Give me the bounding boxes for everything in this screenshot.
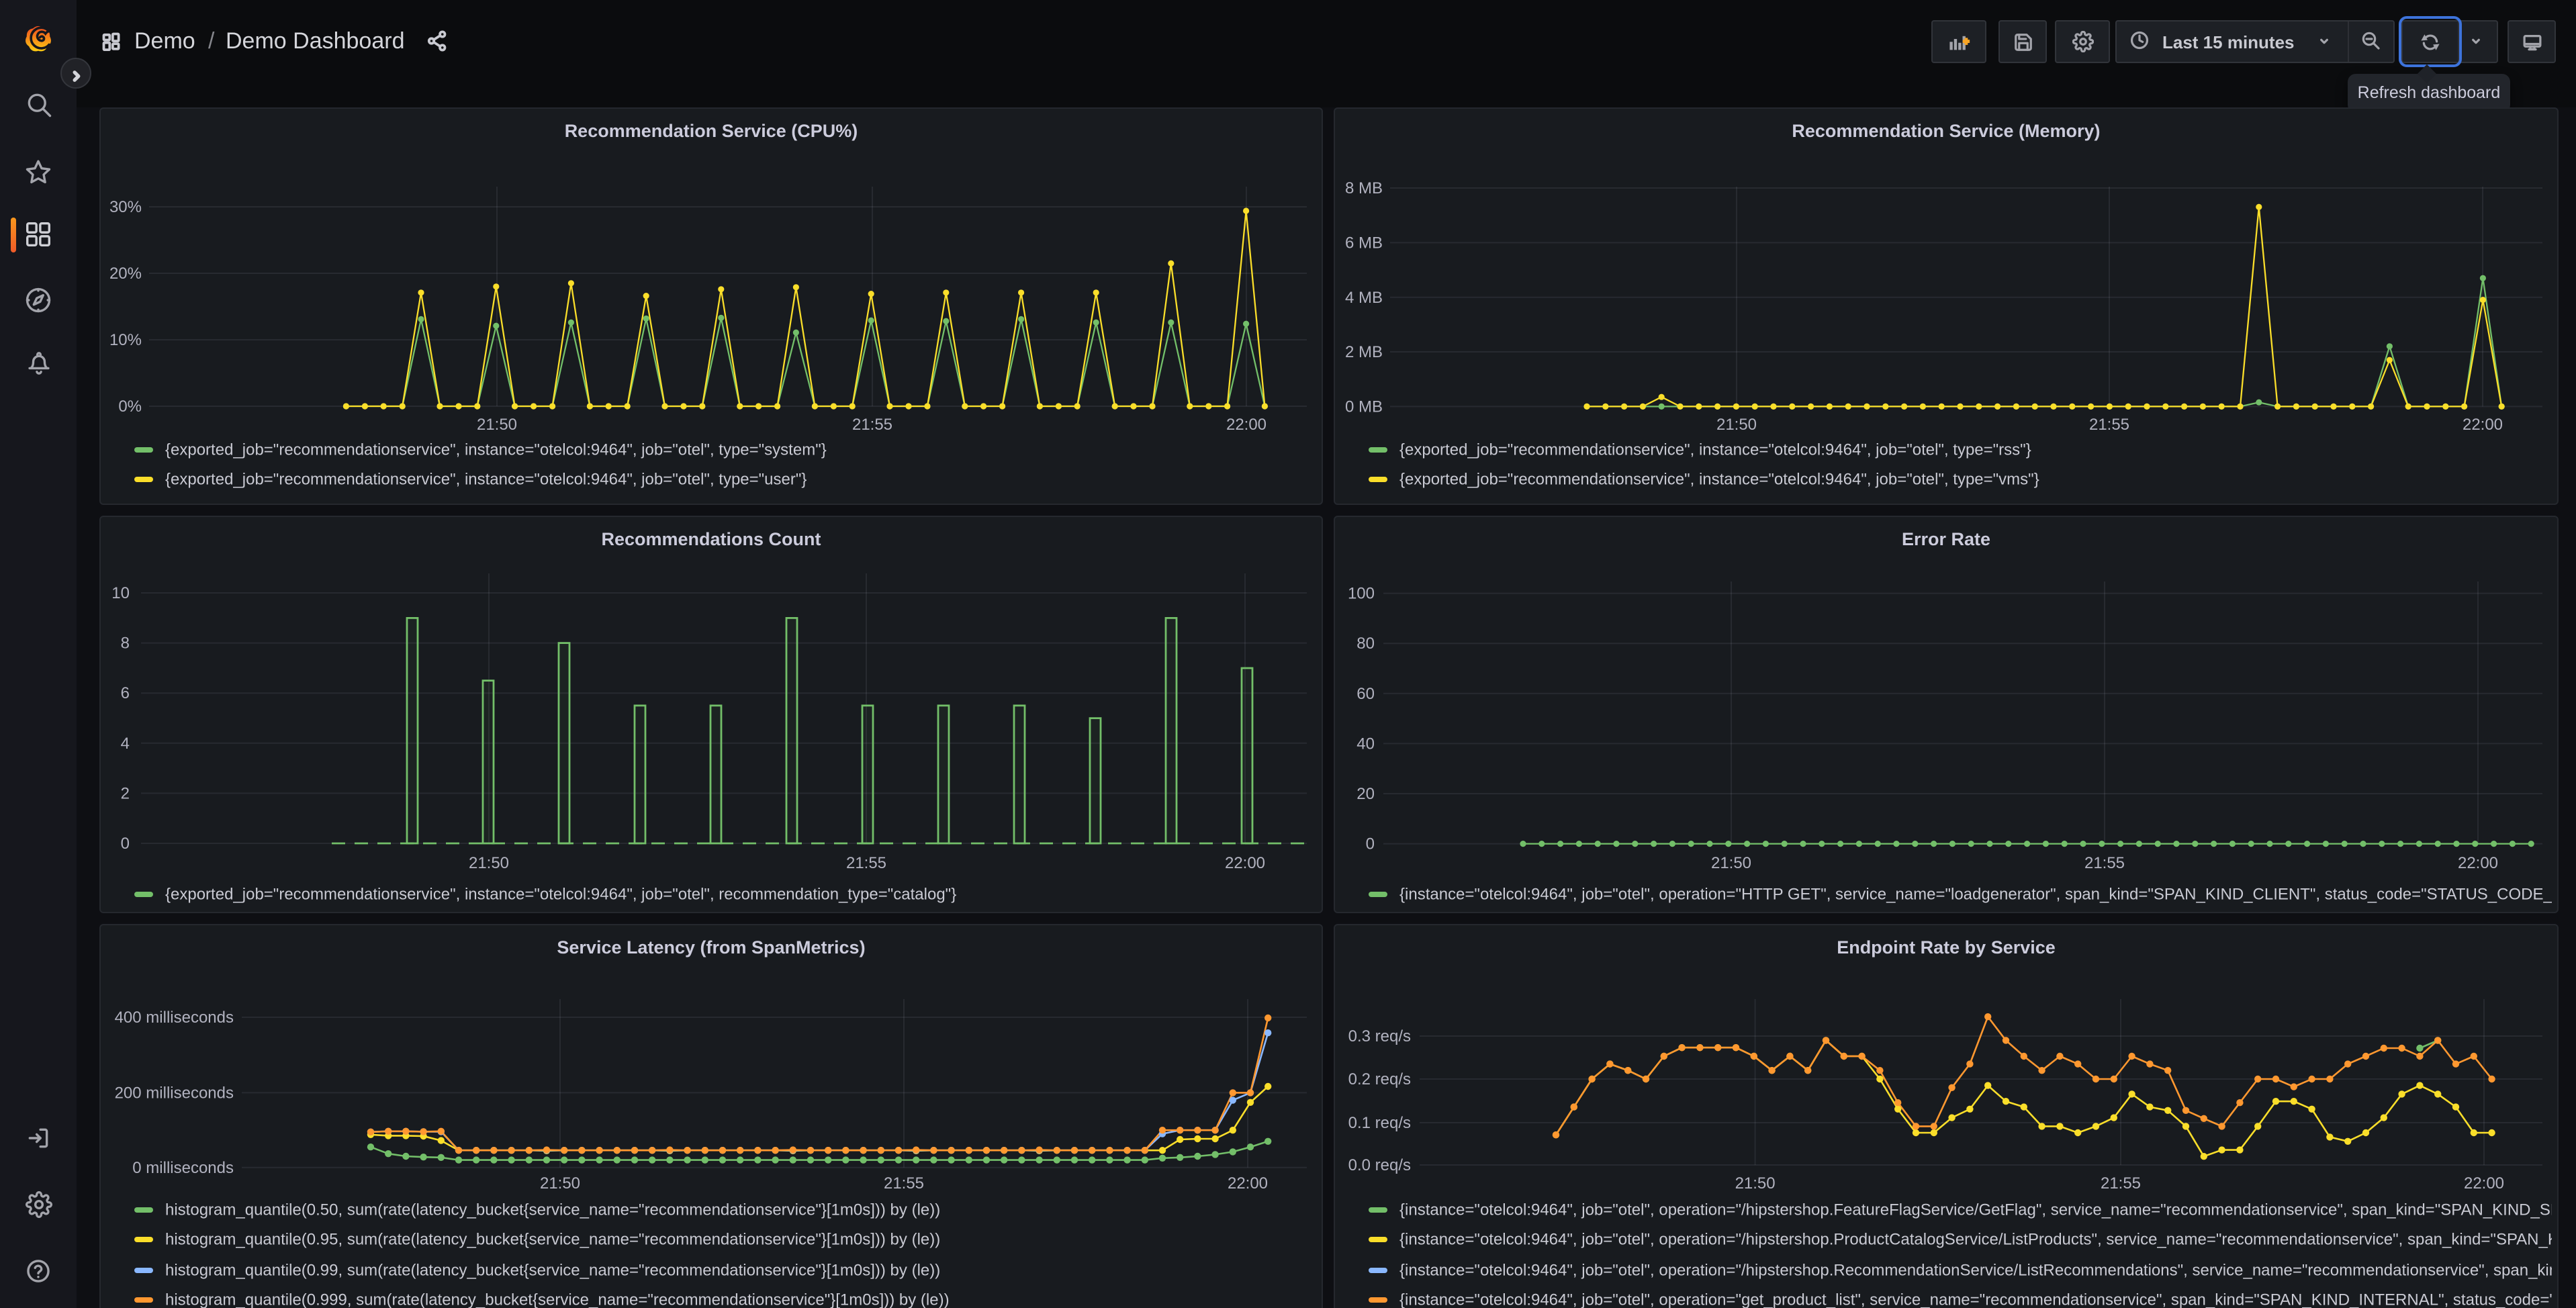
svg-text:4 MB: 4 MB: [1345, 289, 1383, 307]
svg-text:22:00: 22:00: [1226, 416, 1267, 434]
svg-text:100: 100: [1348, 585, 1375, 603]
svg-text:21:50: 21:50: [469, 854, 509, 872]
svg-text:22:00: 22:00: [1228, 1174, 1268, 1193]
svg-text:22:00: 22:00: [2464, 1174, 2504, 1193]
svg-text:0 milliseconds: 0 milliseconds: [132, 1159, 234, 1177]
svg-text:0.3 req/s: 0.3 req/s: [1348, 1027, 1411, 1045]
svg-text:0.0 req/s: 0.0 req/s: [1348, 1156, 1411, 1174]
svg-text:21:55: 21:55: [2084, 854, 2125, 872]
svg-text:21:55: 21:55: [884, 1174, 924, 1193]
svg-text:2: 2: [121, 784, 130, 802]
svg-text:80: 80: [1356, 635, 1375, 653]
svg-text:22:00: 22:00: [2458, 854, 2498, 872]
svg-text:22:00: 22:00: [1225, 854, 1265, 872]
svg-text:8 MB: 8 MB: [1345, 179, 1383, 197]
svg-text:30%: 30%: [109, 198, 142, 216]
svg-text:0.1 req/s: 0.1 req/s: [1348, 1114, 1411, 1132]
svg-text:6: 6: [121, 684, 130, 702]
svg-text:21:50: 21:50: [540, 1174, 580, 1193]
svg-text:40: 40: [1356, 735, 1375, 753]
svg-text:400 milliseconds: 400 milliseconds: [115, 1009, 234, 1027]
svg-text:20%: 20%: [109, 265, 142, 283]
svg-text:0.2 req/s: 0.2 req/s: [1348, 1070, 1411, 1088]
svg-text:21:55: 21:55: [2101, 1174, 2141, 1193]
svg-text:6 MB: 6 MB: [1345, 234, 1383, 252]
svg-text:21:55: 21:55: [852, 416, 892, 434]
svg-text:20: 20: [1356, 785, 1375, 803]
svg-text:200 milliseconds: 200 milliseconds: [115, 1084, 234, 1102]
svg-text:8: 8: [121, 635, 130, 653]
svg-text:21:50: 21:50: [1716, 416, 1757, 434]
svg-text:0%: 0%: [118, 398, 142, 416]
svg-text:22:00: 22:00: [2463, 416, 2503, 434]
svg-text:0: 0: [1366, 835, 1375, 853]
svg-text:10%: 10%: [109, 331, 142, 349]
svg-text:21:50: 21:50: [477, 416, 517, 434]
svg-text:21:55: 21:55: [2089, 416, 2129, 434]
svg-text:2 MB: 2 MB: [1345, 343, 1383, 361]
svg-text:0: 0: [121, 835, 130, 853]
svg-text:21:50: 21:50: [1735, 1174, 1776, 1193]
svg-text:21:50: 21:50: [1711, 854, 1751, 872]
svg-text:10: 10: [111, 584, 130, 602]
svg-text:60: 60: [1356, 685, 1375, 703]
svg-text:21:55: 21:55: [846, 854, 886, 872]
svg-text:4: 4: [121, 735, 130, 753]
svg-text:0 MB: 0 MB: [1345, 398, 1383, 416]
